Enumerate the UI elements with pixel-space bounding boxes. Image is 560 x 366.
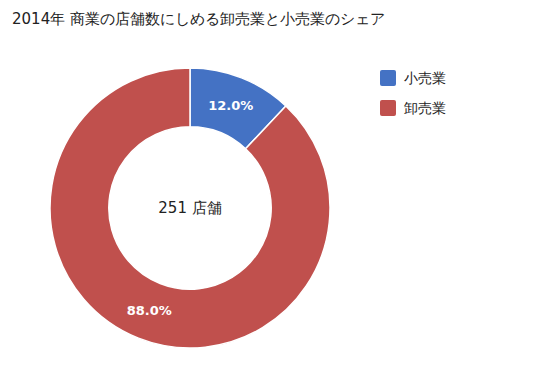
data-label: 88.0% [127, 303, 172, 318]
legend: 小売業卸売業 [380, 70, 446, 116]
donut [50, 68, 330, 348]
legend-label: 小売業 [404, 70, 446, 86]
chart-container: 2014年 商業の店舗数にしめる卸売業と小売業のシェア 12.0% 88.0% 251… [0, 0, 560, 366]
center-text: 251 店舗 [158, 199, 221, 217]
chart-svg: 2014年 商業の店舗数にしめる卸売業と小売業のシェア 12.0% 88.0% 251… [0, 0, 560, 366]
legend-label: 卸売業 [404, 100, 446, 116]
legend-swatch [380, 70, 396, 86]
title: 2014年 商業の店舗数にしめる卸売業と小売業のシェア [12, 10, 385, 28]
data-label: 12.0% [208, 98, 253, 113]
donut-slice [50, 68, 330, 348]
legend-swatch [380, 100, 396, 116]
